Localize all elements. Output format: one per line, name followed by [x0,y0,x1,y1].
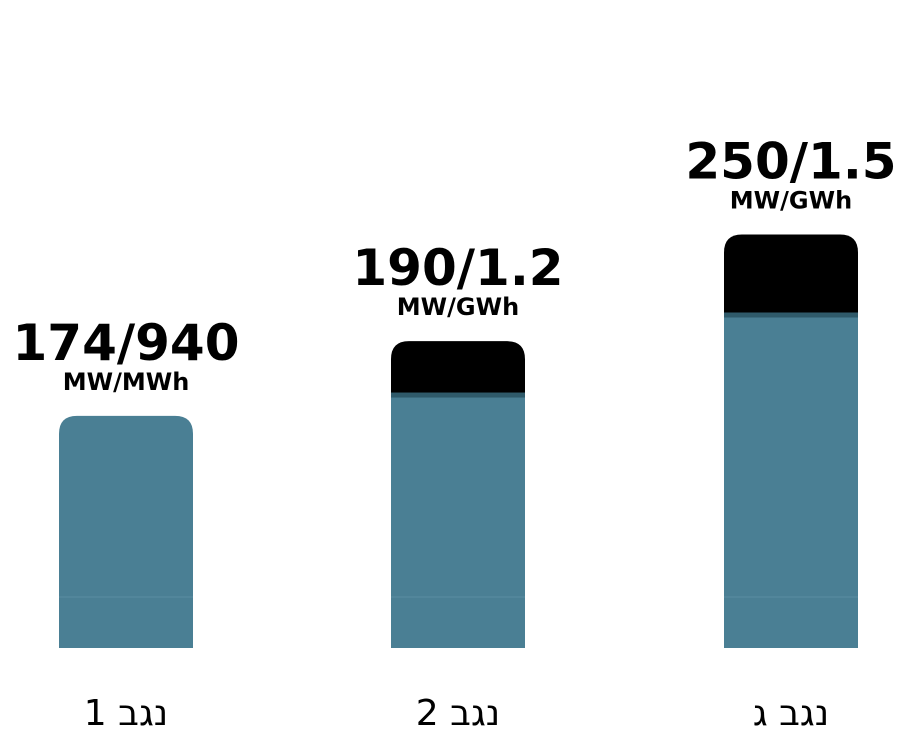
bar-divider-2 [391,392,525,398]
bars-group [59,234,858,648]
bar-divider-3 [724,312,858,318]
unit-label-1: MW/MWh [63,368,190,396]
bar-top-3 [724,234,858,315]
bar-base-2 [391,394,525,648]
value-label-3: 250/1.5 [685,132,896,190]
category-label-1: נגב 1 [84,693,168,733]
bar-top-2 [391,341,525,395]
bar-base-3 [724,314,858,648]
unit-label-2: MW/GWh [397,293,519,321]
bar-base-1 [59,415,193,648]
category-label-2: נגב 2 [416,693,500,733]
value-label-1: 174/940 [12,314,239,372]
category-label-3: נגב ג [753,693,829,733]
value-label-2: 190/1.2 [352,239,563,297]
unit-label-3: MW/GWh [730,186,852,214]
